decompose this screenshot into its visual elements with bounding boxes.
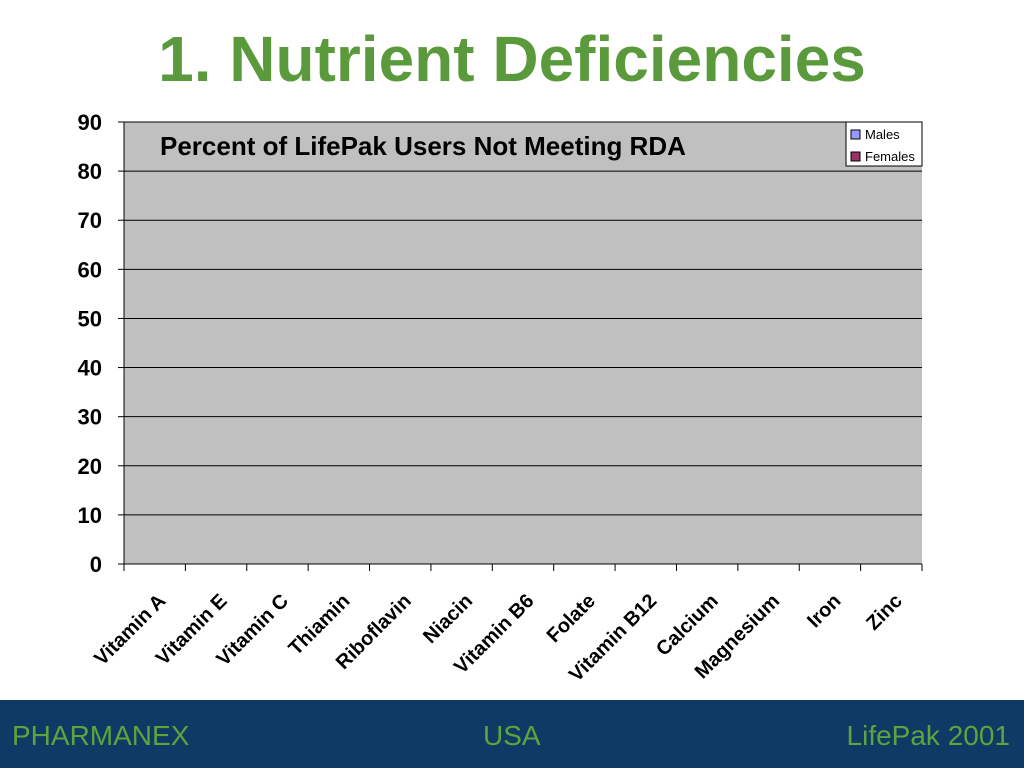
y-tick-label: 30 [78,405,102,430]
x-tick-label: Niacin [419,590,477,648]
footer-right-text: LifePak 2001 [846,720,1010,751]
y-tick-label: 10 [78,503,102,528]
y-tick-label: 90 [78,110,102,135]
slide-title: 1. Nutrient Deficiencies [158,23,866,95]
footer-center-text: USA [483,720,541,751]
legend-label: Females [865,149,915,164]
chart-title: Percent of LifePak Users Not Meeting RDA [160,131,686,161]
x-tick-label: Folate [543,590,600,647]
x-tick-label: Zinc [862,590,907,635]
y-tick-label: 40 [78,356,102,381]
y-tick-label: 50 [78,306,102,331]
legend: Males Females [845,121,923,167]
y-tick-label: 60 [78,257,102,282]
y-tick-label: 70 [78,208,102,233]
y-tick-label: 80 [78,159,102,184]
y-tick-label: 0 [90,552,102,577]
legend-label: Males [865,127,900,142]
footer-left-text: PHARMANEX [12,720,190,751]
x-tick-label: Iron [803,590,845,632]
plot-area [124,122,922,564]
footer-bar: PHARMANEX USA LifePak 2001 [0,700,1024,768]
legend-swatch [850,129,861,140]
y-tick-label: 20 [78,454,102,479]
legend-swatch [850,151,861,162]
